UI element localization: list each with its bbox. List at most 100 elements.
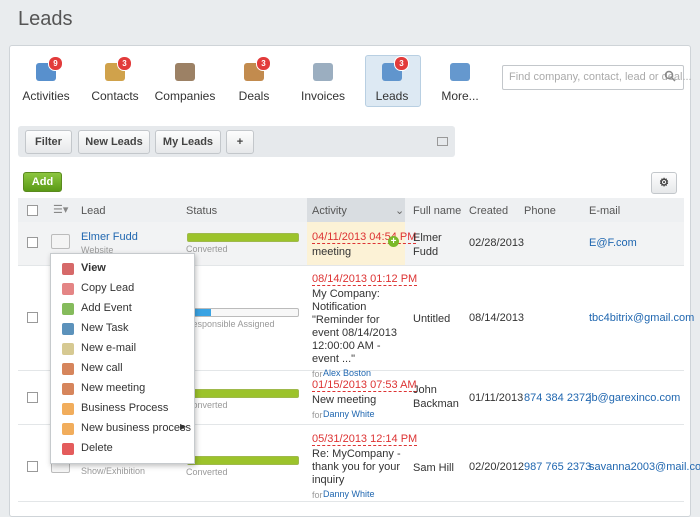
nav-label[interactable]: Invoices — [300, 89, 346, 103]
filter-button[interactable]: My Leads — [155, 130, 221, 154]
column-menu[interactable]: ☰▾ — [53, 204, 69, 216]
lead-name[interactable]: Elmer Fudd — [81, 231, 138, 243]
activity-owner[interactable]: Alex Boston — [323, 368, 372, 378]
submenu-arrow: ▶ — [180, 422, 187, 431]
nav-label[interactable]: More... — [441, 89, 479, 103]
status-label: Responsible Assigned — [186, 319, 275, 329]
row-border — [18, 424, 684, 425]
nav-label[interactable]: Activities — [22, 89, 70, 103]
activity-owner[interactable]: Danny White — [323, 489, 375, 499]
add-button[interactable]: Add — [23, 172, 62, 192]
context-menu — [50, 253, 195, 464]
status-label: Converted — [186, 244, 228, 254]
settings-button[interactable]: ⚙ — [651, 172, 677, 194]
column-header[interactable]: E-mail — [589, 205, 621, 217]
nav-icon[interactable] — [313, 63, 333, 81]
menu-icon — [62, 263, 74, 275]
nav-label[interactable]: Contacts — [91, 89, 139, 103]
activity-subject[interactable]: New meeting — [312, 394, 377, 406]
filter-button[interactable]: + — [226, 130, 254, 154]
activity-date[interactable]: 01/15/2013 07:53 AM — [312, 379, 417, 392]
menu-icon — [62, 423, 74, 435]
row-checkbox[interactable] — [27, 312, 38, 323]
full-name: Untitled — [413, 313, 451, 325]
page: Leads Find company, contact, lead or dea… — [9, 8, 700, 517]
menu-item[interactable]: New business process — [81, 422, 192, 434]
column-header[interactable]: Lead — [81, 205, 106, 217]
lead-source: Website — [81, 245, 114, 255]
activity-prefix: for — [312, 490, 323, 500]
menu-item[interactable]: New e-mail — [81, 342, 137, 354]
row-checkbox[interactable] — [27, 392, 38, 403]
row-checkbox[interactable] — [27, 237, 38, 248]
status-bar — [187, 233, 299, 242]
nav-label[interactable]: Leads — [375, 89, 409, 103]
search-placeholder: Find company, contact, lead or deal... — [509, 71, 692, 83]
column-header[interactable]: Full name — [413, 205, 462, 217]
row-border — [18, 265, 684, 266]
activity-date[interactable]: 08/14/2013 01:12 PM — [312, 273, 418, 286]
search-icon[interactable] — [664, 70, 676, 82]
phone[interactable]: 987 765 2373 — [524, 461, 592, 473]
nav-label[interactable]: Deals — [238, 89, 270, 103]
nav-icon[interactable] — [450, 63, 470, 81]
select-all[interactable] — [27, 205, 38, 216]
status-bar — [187, 389, 299, 398]
email[interactable]: tbc4bitrix@gmail.com — [589, 312, 695, 324]
column-header[interactable]: Activity — [312, 205, 347, 217]
menu-icon — [62, 323, 74, 335]
menu-item[interactable]: Delete — [81, 442, 113, 454]
created: 08/14/2013 — [469, 312, 525, 324]
menu-item[interactable]: New meeting — [81, 382, 146, 394]
lead-source: Show/Exhibition — [81, 466, 146, 476]
row-border — [18, 501, 684, 502]
menu-icon — [62, 363, 74, 375]
filter-button[interactable]: Filter — [25, 130, 72, 154]
filter-button[interactable]: New Leads — [78, 130, 150, 154]
phone[interactable]: 874 384 2372 — [524, 392, 592, 404]
status-progress — [195, 309, 211, 316]
created: 01/11/2013 — [469, 392, 524, 404]
column-header[interactable]: Phone — [524, 205, 556, 217]
filter-toggle[interactable] — [437, 137, 448, 146]
column-header[interactable]: Created — [469, 205, 509, 217]
full-name: Sam Hill — [413, 462, 454, 474]
email[interactable]: E@F.com — [589, 237, 637, 249]
menu-icon — [62, 303, 74, 315]
page-title: Leads — [18, 8, 73, 30]
activity-prefix: for — [312, 410, 323, 420]
menu-item[interactable]: New Task — [81, 322, 129, 334]
column-header[interactable]: Status — [186, 205, 218, 217]
activity-subject[interactable]: Re: MyCompany - thank you for your inqui… — [312, 448, 401, 486]
activity-subject[interactable]: meeting — [312, 246, 352, 258]
activity-subject[interactable]: My Company: Notification "Reminder for e… — [312, 288, 398, 365]
created: 02/20/2012 — [469, 461, 525, 473]
activity-date[interactable]: 05/31/2013 12:14 PM — [312, 433, 418, 446]
search-box[interactable] — [502, 65, 684, 90]
row-menu[interactable] — [51, 234, 70, 249]
row-border — [18, 370, 684, 371]
activity-date[interactable]: 04/11/2013 04:54 PM — [312, 231, 417, 244]
menu-item[interactable]: Business Process — [81, 402, 169, 414]
row-checkbox[interactable] — [27, 461, 38, 472]
nav-badge: 3 — [394, 56, 409, 71]
nav-badge: 3 — [256, 56, 271, 71]
email[interactable]: jb@garexinco.com — [589, 392, 681, 404]
menu-item[interactable]: Copy Lead — [81, 282, 135, 294]
menu-icon — [62, 383, 74, 395]
nav-badge: 3 — [117, 56, 132, 71]
menu-item[interactable]: Add Event — [81, 302, 132, 314]
menu-icon — [62, 343, 74, 355]
status-bar — [187, 456, 299, 465]
full-name: John Backman — [413, 384, 459, 410]
email[interactable]: savanna2003@mail.com — [589, 461, 700, 473]
activity-prefix: for — [312, 369, 323, 379]
full-name: Elmer Fudd — [413, 232, 442, 258]
activity-owner[interactable]: Danny White — [323, 409, 375, 419]
add-activity[interactable]: + — [388, 236, 399, 247]
menu-item[interactable]: View — [81, 262, 106, 274]
menu-item[interactable]: New call — [81, 362, 123, 374]
nav-label[interactable]: Companies — [154, 89, 216, 103]
nav-icon[interactable] — [175, 63, 195, 81]
created: 02/28/2013 — [469, 237, 525, 249]
